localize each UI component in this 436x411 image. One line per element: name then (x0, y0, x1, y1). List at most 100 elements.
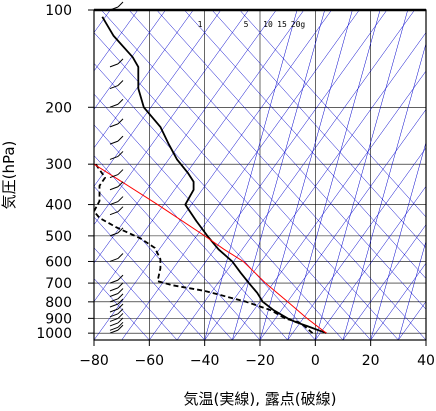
wind-barb-flag (117, 80, 124, 86)
wind-barb (109, 103, 119, 108)
isotherm-line (94, 10, 249, 226)
isotherm-line (342, 224, 426, 340)
dewpoint-profile (94, 161, 314, 334)
wind-barb (109, 329, 119, 334)
dry-adiabat-line (128, 10, 426, 340)
series-layer (94, 16, 327, 335)
dry-adiabat-line (94, 124, 288, 340)
isotherm-line (204, 32, 426, 340)
y-tick-label: 1000 (36, 326, 72, 342)
wind-barb (109, 211, 119, 216)
x-tick-label: −20 (245, 353, 275, 369)
isotherm-line (94, 10, 332, 340)
wind-barb-flag (117, 151, 124, 157)
isotherm-line (94, 10, 139, 72)
dry-adiabat-line (94, 185, 233, 340)
x-tick-label: 20 (362, 353, 380, 369)
dry-adiabat-line (156, 10, 426, 310)
wind-barb-flag (117, 253, 124, 259)
isotherm-line (315, 185, 426, 340)
isotherm-line (398, 301, 426, 340)
wind-barb (109, 287, 119, 292)
isotherm-line (94, 10, 305, 303)
dry-adiabat-line (211, 10, 426, 249)
mixing-ratio-line (370, 141, 426, 340)
wind-barb-flag (117, 1, 124, 8)
wind-barb-flag (117, 98, 124, 105)
wind-barb (109, 298, 119, 303)
isotherm-line (232, 70, 426, 340)
y-tick-label: 200 (45, 100, 72, 116)
dry-adiabat-line (94, 32, 371, 340)
wind-barb (109, 232, 119, 237)
wind-barb-flag (117, 196, 124, 202)
wind-barb (109, 123, 119, 128)
isotherm-line (287, 147, 426, 340)
wind-barb-flag (117, 303, 124, 310)
isotherm-line (121, 10, 360, 340)
y-tick-label: 400 (45, 198, 72, 214)
y-tick-label: 300 (45, 157, 72, 173)
mixing-ratio-line (232, 10, 325, 340)
y-tick-label: 500 (45, 229, 72, 245)
y-axis-label: 気圧(hPa) (0, 141, 18, 210)
wind-barb-flag (117, 135, 124, 142)
isotherm-line (149, 10, 388, 340)
wind-barbs (109, 1, 124, 334)
wind-barb (109, 317, 119, 322)
wind-barb-flag (117, 169, 124, 175)
wind-barb (109, 313, 119, 318)
mixing-ratio-line (425, 339, 426, 340)
mixing-ratio-label: 1 (198, 20, 203, 29)
y-tick-label: 800 (45, 295, 72, 311)
mixing-ratio-labels: 1 5 10 15 20g (198, 20, 306, 29)
wind-barb-flag (117, 288, 124, 294)
wind-barb-flag (117, 58, 124, 65)
dry-adiabat-line (101, 10, 399, 340)
mixing-ratio-line (259, 10, 353, 340)
y-tick-label: 600 (45, 254, 72, 270)
wind-barb-flag (117, 206, 124, 213)
x-tick-label: 40 (417, 353, 435, 369)
isotherm-line (94, 10, 194, 149)
wind-barb (109, 326, 119, 331)
x-tick-label: −40 (190, 353, 220, 369)
dry-adiabat-line (94, 62, 344, 340)
wind-barb-flag (117, 282, 124, 289)
isotherm-line (259, 109, 426, 340)
mixing-ratio-line (315, 10, 408, 340)
wind-barb (109, 85, 119, 90)
isotherm-line (370, 262, 426, 340)
wind-barb-flag (117, 181, 124, 188)
isotherms (94, 10, 426, 340)
wind-barb (109, 140, 119, 145)
wind-barb (109, 303, 119, 308)
mixing-ratio-line (398, 240, 426, 340)
wind-barb-flag (117, 274, 124, 281)
isotherm-line (425, 339, 426, 340)
y-tick-label: 700 (45, 276, 72, 292)
wind-barb-flag (117, 313, 124, 319)
x-axis-label: 気温(実線), 露点(破線) (184, 390, 337, 408)
dry-adiabat-line (94, 278, 150, 340)
parcel-path (94, 163, 327, 334)
mixing-ratio-label: 15 (277, 20, 287, 29)
dry-adiabat-line (184, 10, 426, 279)
mixing-ratio-label: 5 (244, 20, 249, 29)
wind-barb (109, 63, 119, 68)
wind-barb-flag (117, 293, 124, 300)
wind-barb (109, 322, 119, 327)
y-tick-label: 100 (45, 3, 72, 19)
dry-adiabat-line (94, 93, 316, 340)
wind-barb (109, 186, 119, 191)
mixing-ratio-line (204, 10, 298, 340)
x-tick-label: −60 (135, 353, 165, 369)
mixing-ratio-line (287, 10, 381, 340)
isotherm-line (176, 10, 415, 340)
wind-barb-flag (117, 118, 124, 125)
dry-adiabat-line (94, 216, 205, 340)
gridlines (94, 10, 426, 340)
y-tick-label: 900 (45, 311, 72, 327)
